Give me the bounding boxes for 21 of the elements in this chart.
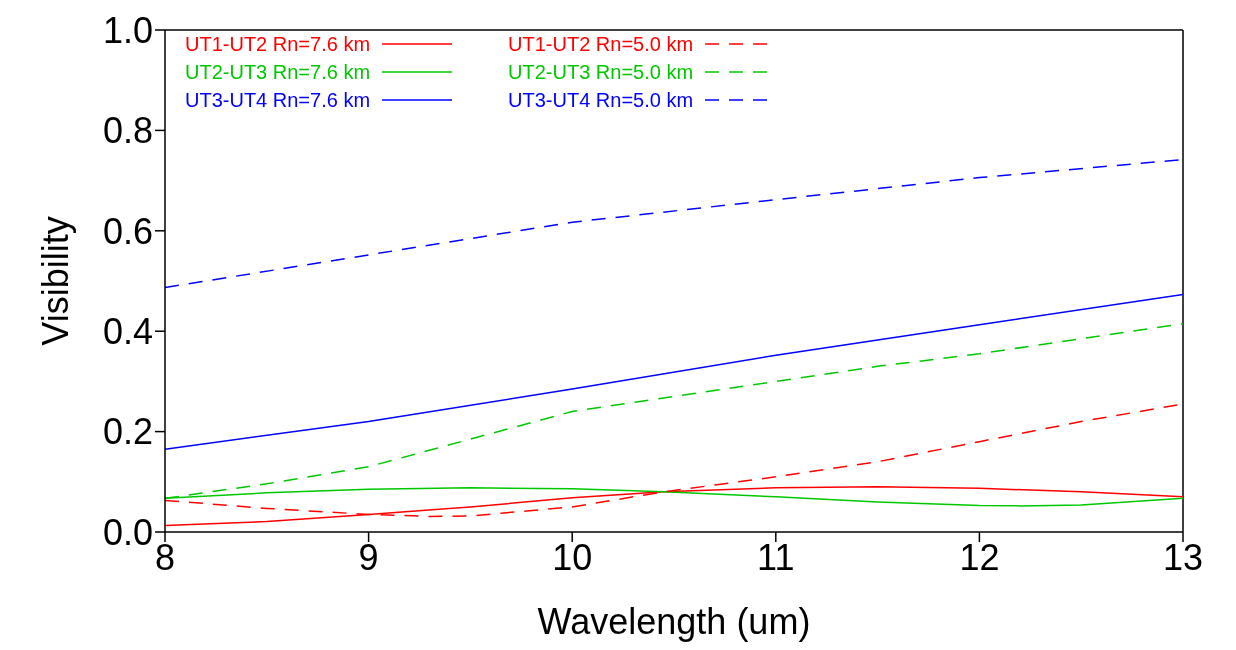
y-tick-label: 0.4	[102, 310, 153, 352]
x-axis-title: Wavelength (um)	[537, 601, 811, 642]
legend-label: UT2-UT3 Rn=5.0 km	[508, 60, 694, 84]
x-tick-label: 9	[358, 536, 379, 578]
legend-label: UT1-UT2 Rn=5.0 km	[508, 32, 694, 56]
x-tick-label: 10	[552, 536, 593, 578]
x-tick-label: 8	[154, 536, 176, 578]
y-tick-label: 0.2	[102, 411, 153, 453]
x-tick-label: 13	[1162, 536, 1204, 578]
y-tick-label: 0.6	[102, 210, 153, 252]
y-tick-label: 0.0	[102, 511, 153, 553]
legend-label: UT3-UT4 Rn=7.6 km	[185, 88, 371, 112]
x-tick-label: 11	[757, 536, 795, 578]
y-tick-label: 1.0	[102, 9, 153, 51]
x-tick-label: 12	[959, 536, 1000, 578]
legend-label: UT1-UT2 Rn=7.6 km	[185, 32, 371, 56]
legend-label: UT2-UT3 Rn=7.6 km	[185, 60, 371, 84]
line-series	[165, 293, 1183, 450]
y-tick-label: 0.8	[102, 110, 153, 152]
y-axis-title: Visibility	[34, 216, 76, 346]
legend-label: UT3-UT4 Rn=5.0 km	[508, 88, 694, 112]
